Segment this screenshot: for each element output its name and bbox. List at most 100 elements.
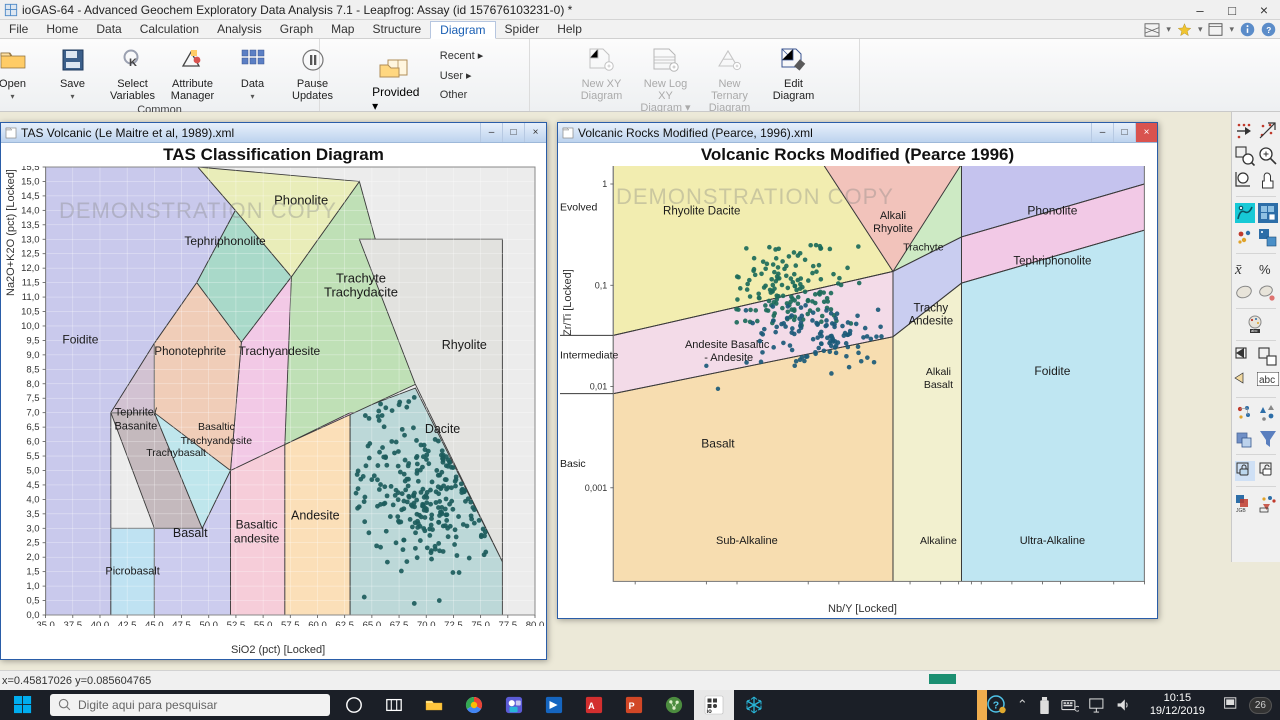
svg-text:0,001: 0,001 bbox=[585, 483, 608, 493]
svg-text:abc: abc bbox=[1251, 328, 1257, 333]
svg-text:2: 2 bbox=[938, 585, 943, 586]
svg-text:37,5: 37,5 bbox=[64, 620, 83, 626]
svg-text:Rhyolite Dacite: Rhyolite Dacite bbox=[663, 205, 740, 217]
svg-text:65,0: 65,0 bbox=[363, 620, 382, 626]
svg-text:55,0: 55,0 bbox=[254, 620, 273, 626]
svg-text:2,5: 2,5 bbox=[26, 538, 39, 549]
svg-text:40,0: 40,0 bbox=[91, 620, 110, 626]
svg-text:0,002: 0,002 bbox=[624, 585, 647, 586]
svg-text:JGB: JGB bbox=[1236, 508, 1246, 513]
svg-text:10,5: 10,5 bbox=[21, 307, 40, 318]
svg-text:5,5: 5,5 bbox=[26, 451, 39, 462]
svg-text:x̄: x̄ bbox=[1234, 262, 1242, 278]
svg-text:62,5: 62,5 bbox=[335, 620, 354, 626]
svg-text:Trachyandesite: Trachyandesite bbox=[239, 344, 321, 358]
svg-text:2,0: 2,0 bbox=[26, 552, 39, 563]
svg-text:72,5: 72,5 bbox=[444, 620, 463, 626]
svg-text:0,1: 0,1 bbox=[595, 280, 608, 290]
svg-text:0,02: 0,02 bbox=[728, 585, 746, 586]
svg-text:Basalt: Basalt bbox=[701, 436, 735, 450]
svg-text:7,5: 7,5 bbox=[26, 393, 39, 404]
svg-text:30: 30 bbox=[1055, 585, 1065, 586]
svg-text:1,5: 1,5 bbox=[26, 567, 39, 578]
svg-text:A: A bbox=[588, 701, 595, 711]
svg-text:P: P bbox=[629, 701, 635, 711]
svg-text:67,5: 67,5 bbox=[390, 620, 409, 626]
svg-text:14,0: 14,0 bbox=[21, 205, 40, 216]
svg-text:13,0: 13,0 bbox=[21, 234, 40, 245]
svg-text:75,0: 75,0 bbox=[471, 620, 490, 626]
svg-text:47,5: 47,5 bbox=[172, 620, 191, 626]
svg-text:1: 1 bbox=[602, 179, 607, 189]
svg-text:45,0: 45,0 bbox=[145, 620, 164, 626]
svg-text:Rhyolite: Rhyolite bbox=[442, 338, 487, 352]
svg-text:Alkaline: Alkaline bbox=[920, 535, 957, 547]
svg-text:3: 3 bbox=[956, 585, 961, 586]
svg-text:?: ? bbox=[1266, 26, 1271, 35]
svg-text:Intermediate: Intermediate bbox=[560, 349, 619, 361]
svg-text:12,0: 12,0 bbox=[21, 263, 40, 274]
svg-text:5: 5 bbox=[979, 585, 984, 586]
svg-text:0,0: 0,0 bbox=[26, 610, 39, 621]
svg-text:14,5: 14,5 bbox=[21, 191, 40, 202]
svg-text:3,0: 3,0 bbox=[26, 523, 39, 534]
svg-text:3,5: 3,5 bbox=[26, 509, 39, 520]
svg-text:20: 20 bbox=[1038, 585, 1048, 586]
svg-text:0,01: 0,01 bbox=[698, 585, 716, 586]
svg-text:4: 4 bbox=[969, 585, 974, 586]
svg-text:4,0: 4,0 bbox=[26, 494, 39, 505]
svg-text:0,1: 0,1 bbox=[802, 585, 815, 586]
svg-text:0,5: 0,5 bbox=[26, 596, 39, 607]
svg-text:8,0: 8,0 bbox=[26, 379, 39, 390]
svg-text:52,5: 52,5 bbox=[227, 620, 246, 626]
svg-text:80,0: 80,0 bbox=[526, 620, 545, 626]
svg-text:10,0: 10,0 bbox=[21, 321, 40, 332]
svg-text:Basalt: Basalt bbox=[173, 526, 208, 540]
svg-text:12,5: 12,5 bbox=[21, 249, 40, 260]
svg-text:Sub-Alkaline: Sub-Alkaline bbox=[716, 535, 778, 547]
svg-text:4,5: 4,5 bbox=[26, 480, 39, 491]
svg-text:60,0: 60,0 bbox=[308, 620, 327, 626]
svg-text:AlkaliBasalt: Alkali Basalt bbox=[924, 366, 953, 391]
svg-text:Trachybasalt: Trachybasalt bbox=[146, 447, 206, 459]
svg-text:8,5: 8,5 bbox=[26, 364, 39, 375]
svg-text:Tephriphonolite: Tephriphonolite bbox=[184, 234, 266, 248]
svg-text:9,0: 9,0 bbox=[26, 350, 39, 361]
svg-text:Phonolite: Phonolite bbox=[1027, 203, 1077, 217]
svg-text:1: 1 bbox=[908, 585, 913, 586]
svg-text:42,5: 42,5 bbox=[118, 620, 137, 626]
svg-text:13,5: 13,5 bbox=[21, 220, 40, 231]
svg-text:11,0: 11,0 bbox=[22, 292, 40, 303]
svg-text:1,0: 1,0 bbox=[26, 581, 39, 592]
svg-text:Ultra-Alkaline: Ultra-Alkaline bbox=[1020, 535, 1085, 547]
svg-text:Foidite: Foidite bbox=[62, 332, 98, 346]
svg-text:9,5: 9,5 bbox=[26, 335, 39, 346]
svg-text:11,5: 11,5 bbox=[22, 278, 40, 289]
svg-text:Phonolite: Phonolite bbox=[274, 193, 328, 208]
svg-text:Dacite: Dacite bbox=[425, 422, 460, 436]
svg-text:Tephriphonolite: Tephriphonolite bbox=[1013, 256, 1091, 268]
svg-text:50,0: 50,0 bbox=[199, 620, 218, 626]
svg-text:io: io bbox=[707, 709, 713, 715]
svg-text:100: 100 bbox=[1106, 585, 1121, 586]
svg-text:6,5: 6,5 bbox=[26, 422, 39, 433]
svg-text:Foidite: Foidite bbox=[1034, 364, 1070, 378]
svg-text:5,0: 5,0 bbox=[26, 465, 39, 476]
svg-text:15,0: 15,0 bbox=[21, 176, 40, 187]
svg-text:10: 10 bbox=[1007, 585, 1017, 586]
svg-text:200: 200 bbox=[1137, 585, 1152, 586]
svg-text:Picrobasalt: Picrobasalt bbox=[105, 566, 159, 578]
svg-text:0,2: 0,2 bbox=[833, 585, 846, 586]
svg-text:?: ? bbox=[993, 700, 999, 712]
svg-text:0,01: 0,01 bbox=[590, 382, 608, 392]
svg-text:Trachyte: Trachyte bbox=[903, 242, 944, 254]
svg-text:%: % bbox=[1259, 262, 1271, 277]
svg-text:77,5: 77,5 bbox=[499, 620, 518, 626]
svg-text:70,0: 70,0 bbox=[417, 620, 436, 626]
svg-text:6,0: 6,0 bbox=[26, 437, 39, 448]
svg-text:Andesite: Andesite bbox=[291, 509, 340, 523]
svg-text:7,0: 7,0 bbox=[26, 408, 39, 419]
svg-text:abc: abc bbox=[1259, 375, 1275, 386]
